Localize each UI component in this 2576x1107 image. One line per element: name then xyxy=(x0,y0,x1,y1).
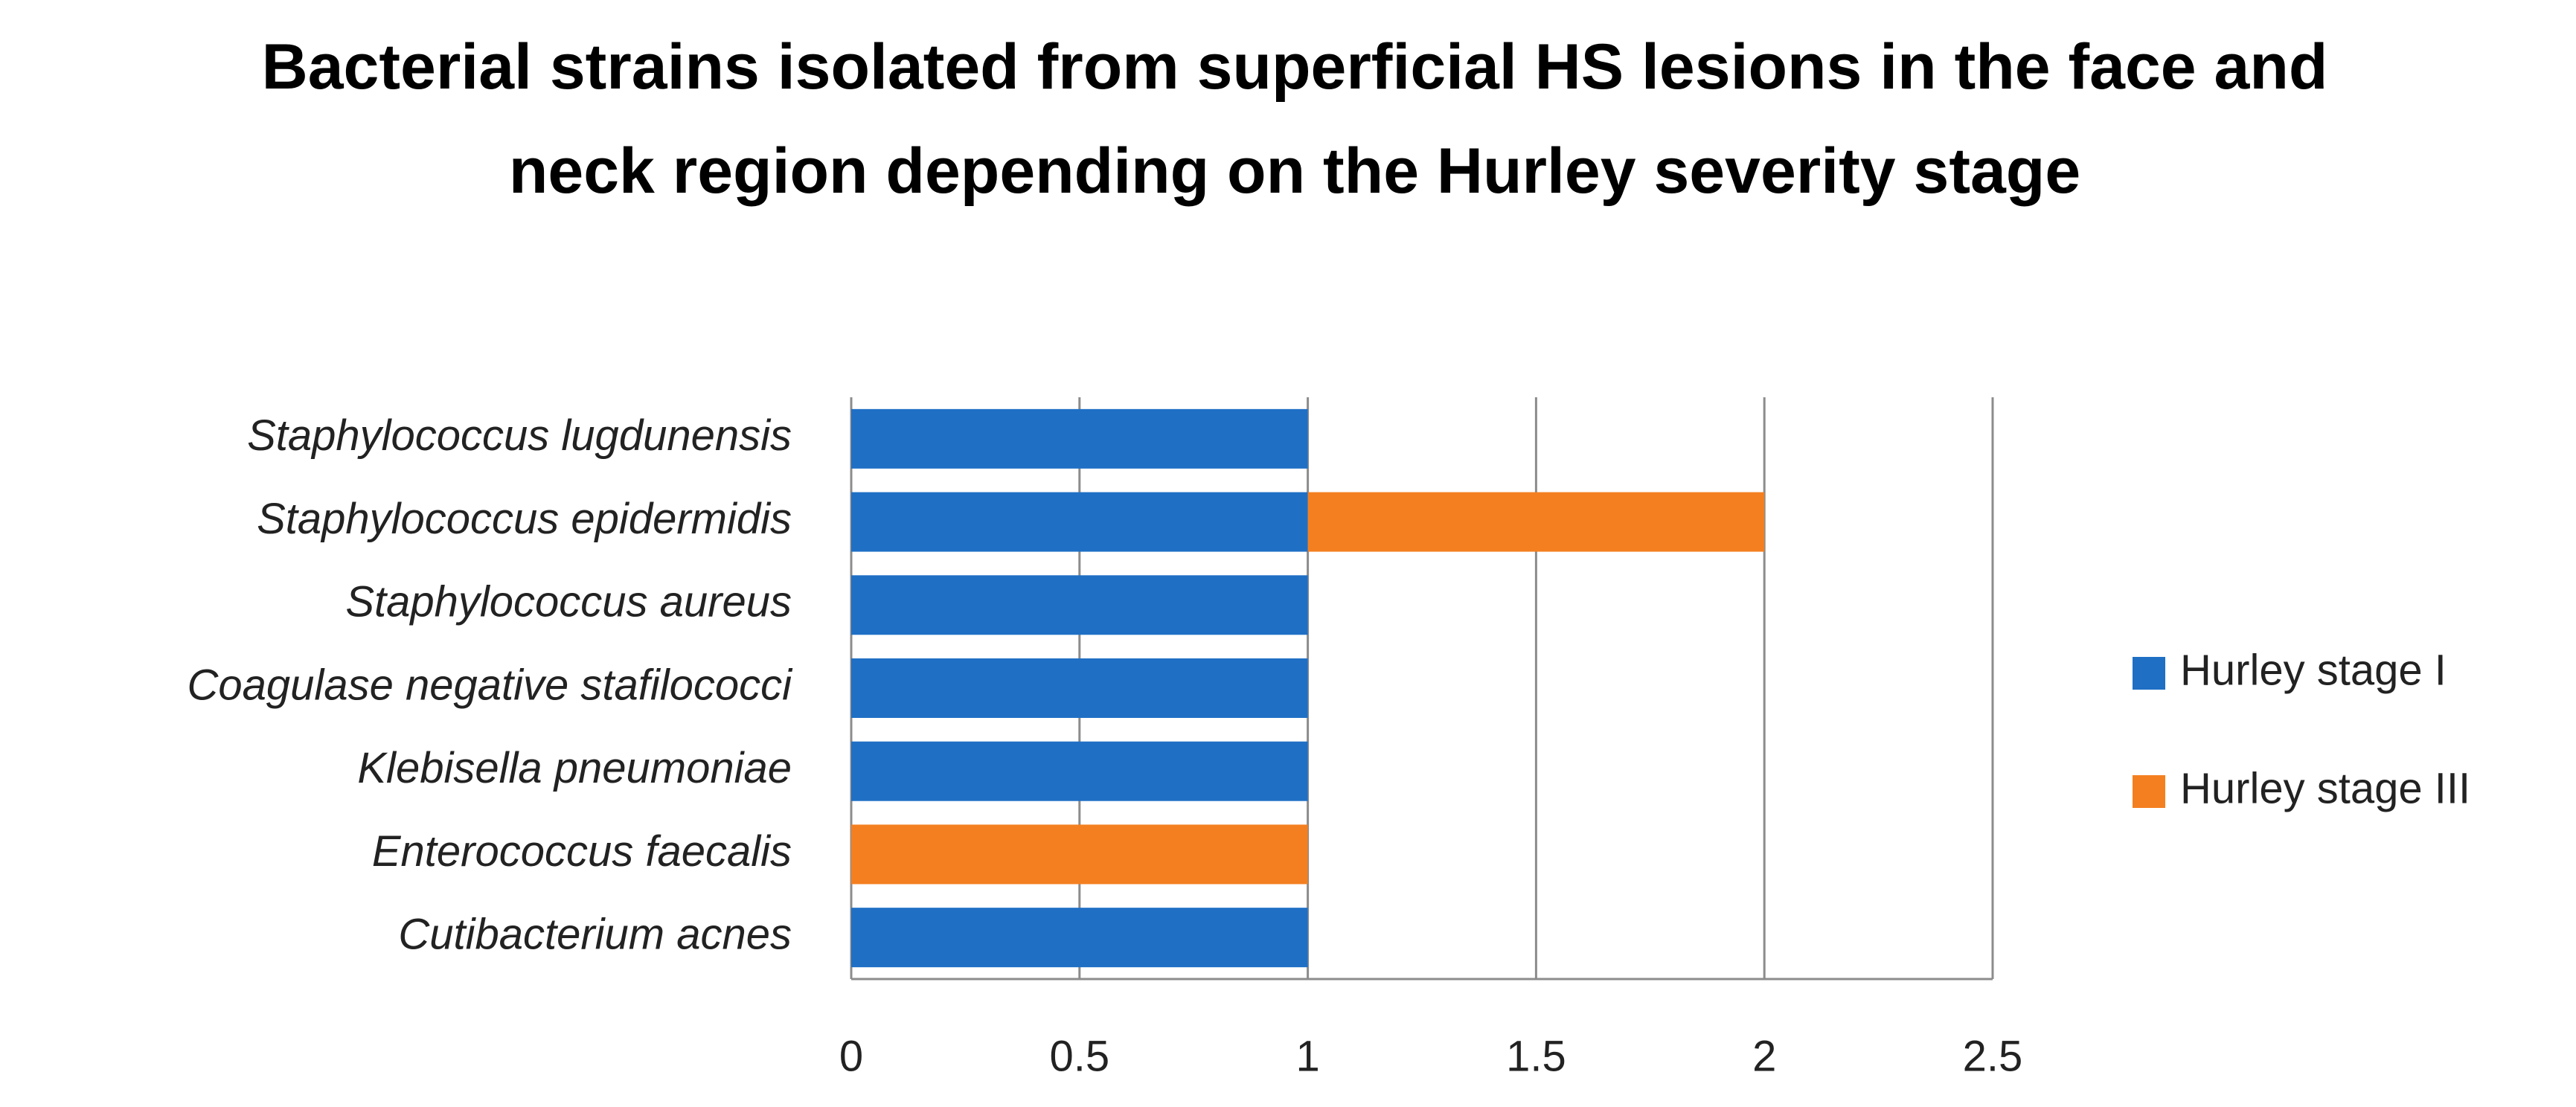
y-tick-label: Staphylococcus lugdunensis xyxy=(247,411,792,460)
bar xyxy=(851,658,1308,718)
bar xyxy=(851,908,1308,968)
bar xyxy=(851,408,1308,469)
x-tick-label: 2 xyxy=(1752,1032,1776,1080)
legend-swatch xyxy=(2133,775,2165,808)
y-tick-label: Staphylococcus epidermidis xyxy=(257,495,792,543)
y-tick-label: Enterococcus faecalis xyxy=(372,827,792,876)
legend-swatch xyxy=(2133,657,2165,690)
bar xyxy=(851,741,1308,801)
legend-label: Hurley stage I xyxy=(2180,646,2447,694)
y-tick-label: Coagulase negative stafilococci xyxy=(188,661,794,709)
x-tick-label: 0.5 xyxy=(1049,1032,1109,1080)
bar xyxy=(851,824,1308,885)
legend-label: Hurley stage III xyxy=(2180,764,2470,812)
bar xyxy=(1307,492,1765,552)
bar xyxy=(851,492,1308,552)
y-tick-label: Klebisella pneumoniae xyxy=(357,744,792,792)
x-tick-label: 0 xyxy=(839,1032,863,1080)
x-tick-label: 1 xyxy=(1295,1032,1319,1080)
chart-title: Bacterial strains isolated from superfic… xyxy=(261,31,2328,207)
x-tick-label: 1.5 xyxy=(1506,1032,1566,1080)
x-tick-label: 2.5 xyxy=(1963,1032,2023,1080)
bar xyxy=(851,575,1308,635)
y-tick-label: Cutibacterium acnes xyxy=(398,910,792,958)
y-tick-label: Staphylococcus aureus xyxy=(345,578,792,626)
